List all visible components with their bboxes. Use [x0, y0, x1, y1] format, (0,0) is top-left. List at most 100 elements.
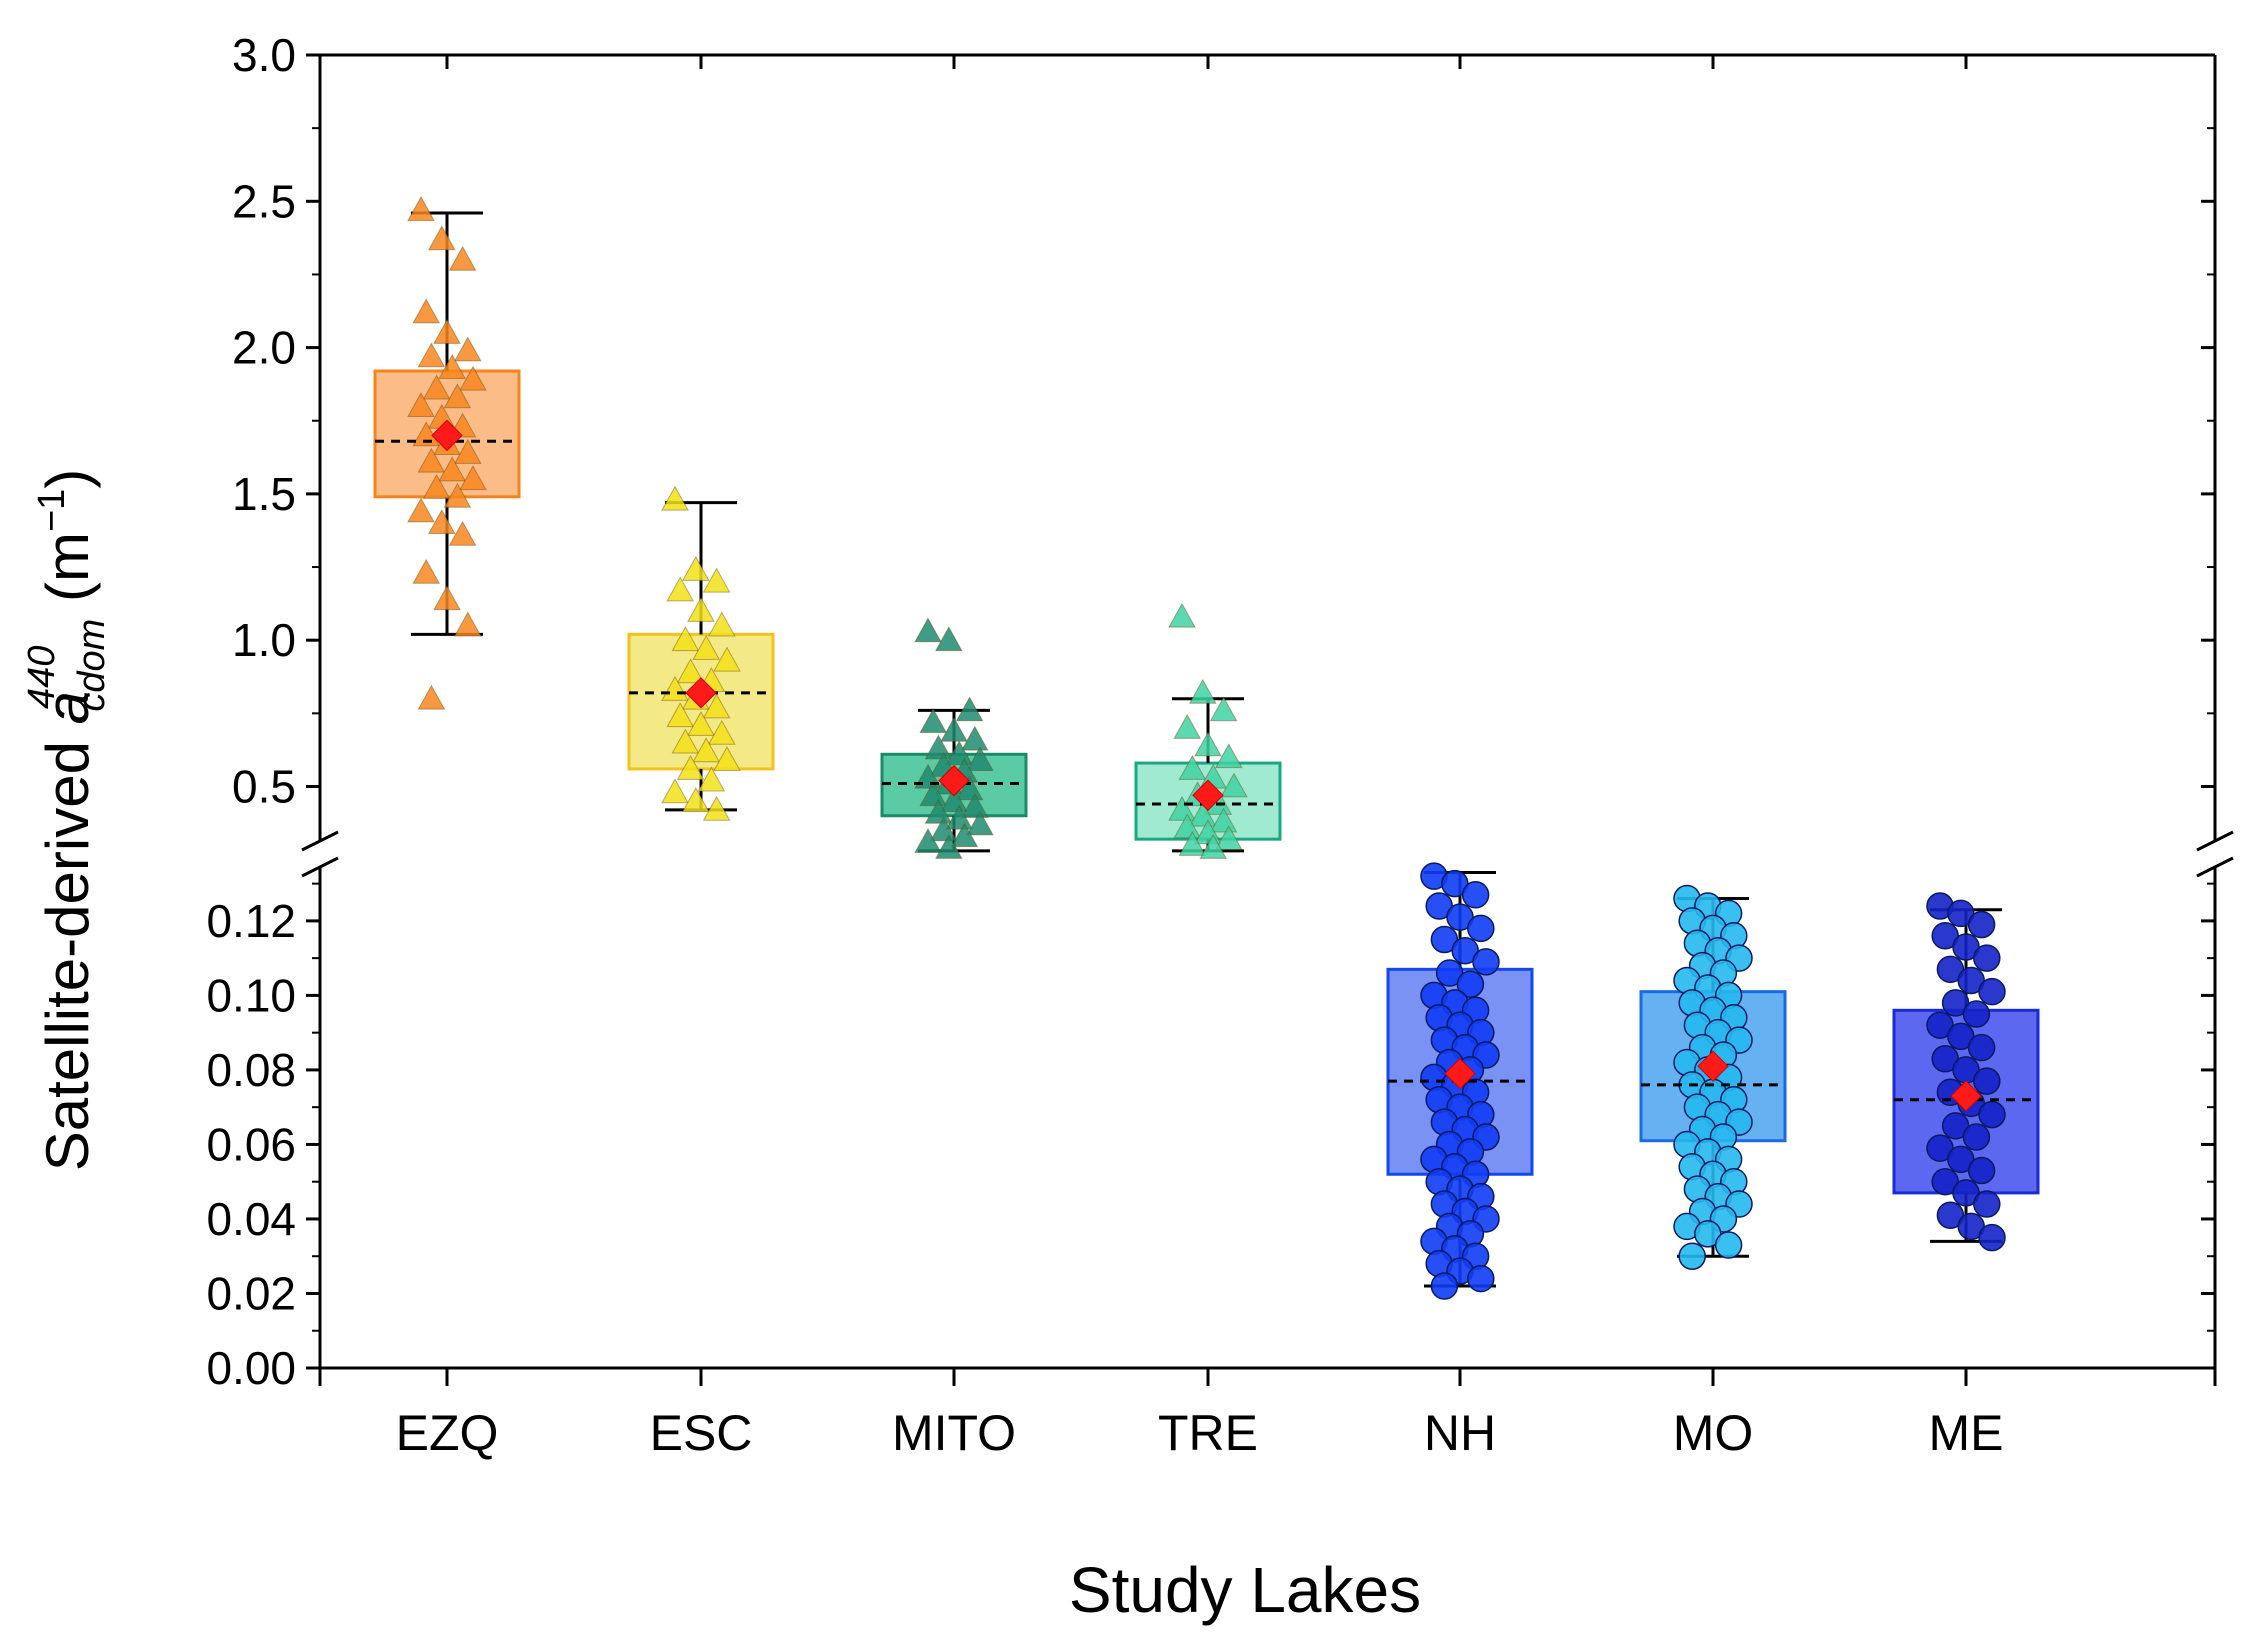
mean-marker [938, 764, 970, 797]
series-me [1892, 892, 2040, 1252]
y-axis-lower: 0.00 0.02 0.04 0.06 0.08 0.10 0.12 [206, 882, 2215, 1394]
data-point [1209, 696, 1238, 722]
y-upper-tick-label: 2.5 [232, 175, 296, 227]
y-lower-tick-label: 0.04 [206, 1193, 296, 1245]
data-point [924, 734, 953, 760]
data-point [1461, 881, 1490, 909]
data-point [1456, 970, 1485, 998]
series-nh [1386, 862, 1534, 1300]
data-point [929, 816, 958, 842]
data-point [914, 617, 942, 643]
data-point [702, 693, 731, 719]
data-point [438, 456, 467, 482]
data-point [407, 196, 435, 221]
data-point [422, 474, 451, 499]
data-point [661, 485, 689, 511]
x-tick-label: MITO [892, 1405, 1016, 1461]
data-point [955, 696, 984, 722]
data-point [934, 626, 963, 652]
data-point [671, 728, 700, 754]
data-point [914, 828, 942, 853]
axis-break-mark-left-2 [301, 856, 339, 878]
series-ezq [373, 196, 521, 710]
data-point [1962, 1123, 1991, 1151]
y-upper-tick-label: 1.0 [232, 614, 296, 666]
plot-frame [301, 53, 2234, 1370]
data-point [1973, 1067, 2001, 1095]
data-point [1973, 1190, 2001, 1218]
data-point [1978, 977, 2006, 1006]
data-point [934, 833, 963, 859]
mean-marker [1950, 1080, 1982, 1112]
data-point [433, 585, 461, 611]
data-point [661, 778, 689, 804]
data-point [950, 822, 979, 848]
data-point [966, 746, 994, 772]
x-tick-label: MO [1673, 1405, 1754, 1461]
data-point [453, 611, 482, 637]
data-point [1967, 910, 1996, 939]
data-point [681, 787, 710, 813]
x-tick-label: EZQ [396, 1405, 499, 1461]
data-point [692, 737, 721, 763]
x-tick-label: NH [1424, 1405, 1496, 1461]
y-lower-tick-label: 0.08 [206, 1044, 296, 1096]
data-point [1178, 754, 1207, 780]
data-point [697, 766, 726, 792]
y-upper-tick-label: 0.5 [232, 760, 296, 812]
data-point [713, 646, 741, 672]
data-point [453, 438, 482, 464]
axis-break-mark-right-1 [2196, 830, 2234, 852]
data-point [407, 392, 435, 418]
data-point [1178, 830, 1207, 856]
x-tick-label: TRE [1158, 1405, 1258, 1461]
data-point [438, 354, 467, 379]
data-point [919, 708, 948, 734]
series-mito [880, 617, 1028, 859]
data-point [661, 675, 689, 701]
data-point [1209, 807, 1238, 833]
data-point [966, 810, 994, 836]
data-point [427, 225, 456, 251]
data-point [1467, 914, 1495, 943]
data-point [945, 740, 974, 766]
data-point [687, 711, 715, 736]
data-point [1472, 948, 1500, 976]
data-point [407, 497, 435, 523]
y-title-subscript: cdom [71, 619, 113, 712]
y-lower-tick-label: 0.10 [206, 969, 296, 1021]
data-point [448, 245, 477, 271]
data-point [459, 365, 487, 391]
mean-marker [685, 677, 717, 709]
data-point [417, 447, 446, 473]
data-point [687, 596, 715, 622]
mean-marker [1444, 1057, 1476, 1090]
data-point [666, 576, 695, 602]
data-point [702, 795, 731, 821]
x-tick-label: ME [1929, 1405, 2004, 1461]
data-point [707, 611, 736, 637]
series-tre [1134, 602, 1282, 859]
data-point [448, 520, 477, 546]
data-point [422, 374, 451, 400]
data-point [417, 342, 446, 368]
y-lower-tick-label: 0.00 [206, 1342, 296, 1394]
data-point [443, 482, 472, 508]
y-title-unit-close: ) [34, 469, 101, 489]
y-lower-tick-label: 0.06 [206, 1118, 296, 1170]
data-point [940, 787, 968, 813]
data-point [1978, 1100, 2006, 1129]
y-title-unit-open: (m [34, 532, 101, 619]
data-point [713, 746, 741, 772]
data-point [1173, 813, 1202, 839]
data-point [1962, 1000, 1991, 1028]
x-tick-label: ESC [650, 1405, 753, 1461]
data-point [1199, 833, 1228, 859]
data-point [1973, 944, 2001, 972]
series-esc [627, 485, 775, 821]
data-point [924, 798, 953, 824]
data-point [702, 567, 731, 593]
x-axis-title: Study Lakes [1069, 1554, 1421, 1626]
data-point [1678, 1242, 1706, 1270]
